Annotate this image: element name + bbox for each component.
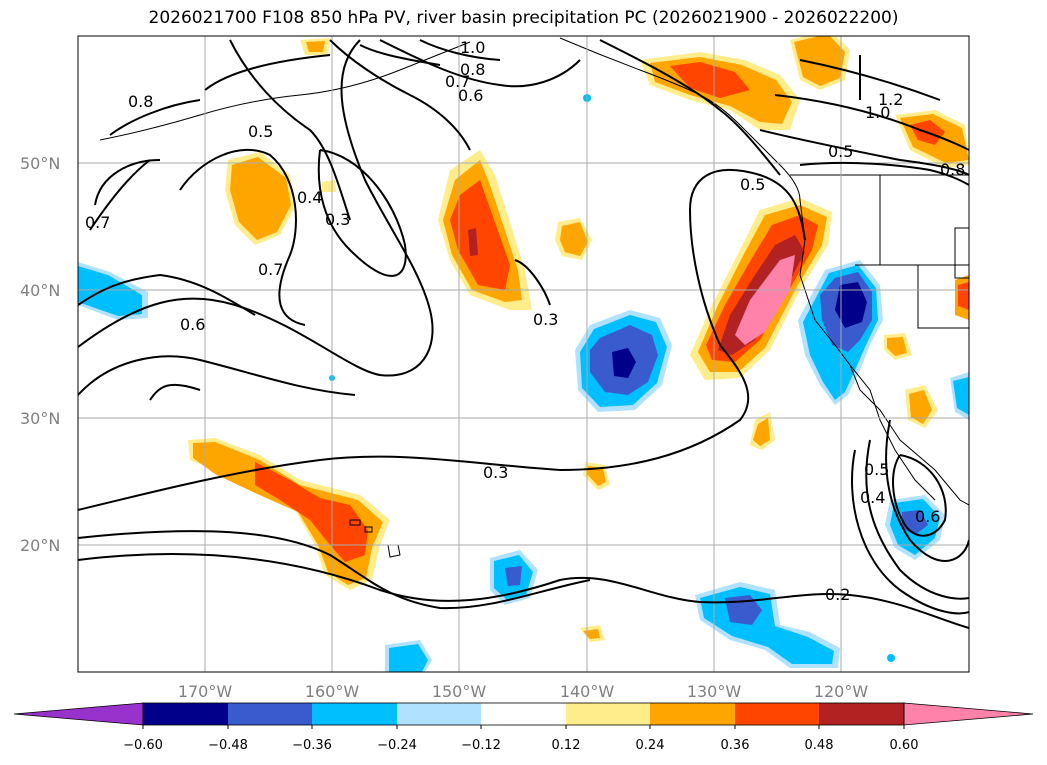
lat-label: 20°N [20,536,60,555]
colorbar-segment [650,703,735,725]
contour-label: 0.4 [297,188,322,207]
contour-label: 0.6 [458,86,483,105]
colorbar: −0.60 −0.48 −0.36 −0.24 −0.12 0.12 0.24 … [13,702,1034,753]
contour-label: 1.2 [878,90,903,109]
colorbar-tick-label: 0.24 [636,738,665,753]
lon-label: 160°W [305,682,360,701]
colorbar-segment [735,703,819,725]
colorbar-tick-label: −0.24 [377,738,417,753]
lon-label: 170°W [178,682,233,701]
contour-label: 0.3 [483,463,508,482]
map-plot-area: 1.0 0.8 0.7 0.6 0.8 0.5 0.4 0.3 0.7 0.7 … [78,36,969,672]
colorbar-tick-label: −0.48 [208,738,248,753]
lon-label: 150°W [432,682,487,701]
contour-label: 0.2 [825,585,850,604]
colorbar-segment [566,703,650,725]
contour-label: 0.7 [258,260,283,279]
contour-label: 1.0 [460,38,485,57]
contour-labels: 1.0 0.8 0.7 0.6 0.8 0.5 0.4 0.3 0.7 0.7 … [85,38,965,604]
colorbar-segment [143,703,228,725]
lon-label: 140°W [560,682,615,701]
contour-label: 0.5 [864,460,889,479]
colorbar-segment [312,703,397,725]
contour-label: 0.5 [740,175,765,194]
latitude-labels: 50°N 40°N 30°N 20°N [20,154,60,555]
contour-label: 0.7 [445,72,470,91]
contour-label: 0.6 [180,315,205,334]
contour-label: 0.6 [915,507,940,526]
contour-label: 0.5 [248,122,273,141]
colorbar-tick-label: 0.48 [805,738,834,753]
colorbar-tick-label: 0.12 [552,738,581,753]
map-border [77,35,970,673]
contour-label: 0.7 [85,213,110,232]
colorbar-tick-label: −0.12 [461,738,501,753]
colorbar-tick-label: −0.36 [292,738,332,753]
colorbar-segment [819,703,904,725]
pv-contours [78,39,969,629]
contour-label: 0.8 [128,92,153,111]
coastlines [99,37,969,558]
contour-label: 0.5 [828,142,853,161]
precip-shading [78,36,969,672]
longitude-labels: 170°W 160°W 150°W 140°W 130°W 120°W [178,682,869,701]
lat-label: 50°N [20,154,60,173]
colorbar-tick-label: 0.36 [721,738,750,753]
contour-label: 0.8 [940,160,965,179]
lon-label: 130°W [687,682,742,701]
colorbar-segment [397,703,481,725]
lat-label: 40°N [20,281,60,300]
lat-label: 30°N [20,409,60,428]
contour-label: 0.3 [533,310,558,329]
colorbar-extend-low [13,702,144,726]
contour-label: 0.8 [460,60,485,79]
colorbar-segment [228,703,312,725]
contour-label: 0.3 [325,210,350,229]
contour-label: 1.0 [865,103,890,122]
map-title: 2026021700 F108 850 hPa PV, river basin … [148,8,899,28]
colorbar-extend-high [903,702,1034,726]
colorbar-tick-label: −0.60 [123,738,163,753]
colorbar-segment [481,703,566,725]
colorbar-tick-label: 0.60 [890,738,919,753]
contour-label: 0.4 [860,488,885,507]
lon-label: 120°W [814,682,869,701]
